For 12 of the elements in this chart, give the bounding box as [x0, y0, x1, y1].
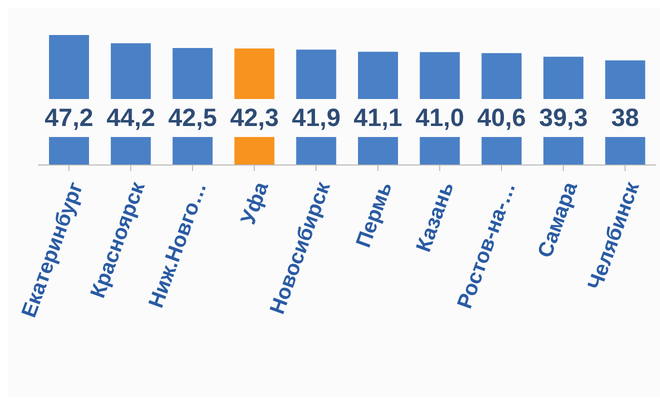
data-label: 42,3	[230, 104, 279, 132]
data-label: 44,2	[106, 104, 156, 132]
data-label: 39,3	[539, 104, 588, 132]
data-label: 38	[611, 104, 640, 132]
data-label: 41,0	[415, 104, 464, 132]
x-tick-label: Уфа	[236, 178, 274, 228]
data-label: 42,5	[168, 104, 218, 132]
data-label: 41,1	[354, 104, 402, 132]
x-tick-label: Пермь	[352, 178, 397, 251]
data-label: 40,6	[477, 104, 526, 132]
data-label: 41,9	[292, 104, 341, 132]
data-label: 47,2	[44, 104, 94, 132]
